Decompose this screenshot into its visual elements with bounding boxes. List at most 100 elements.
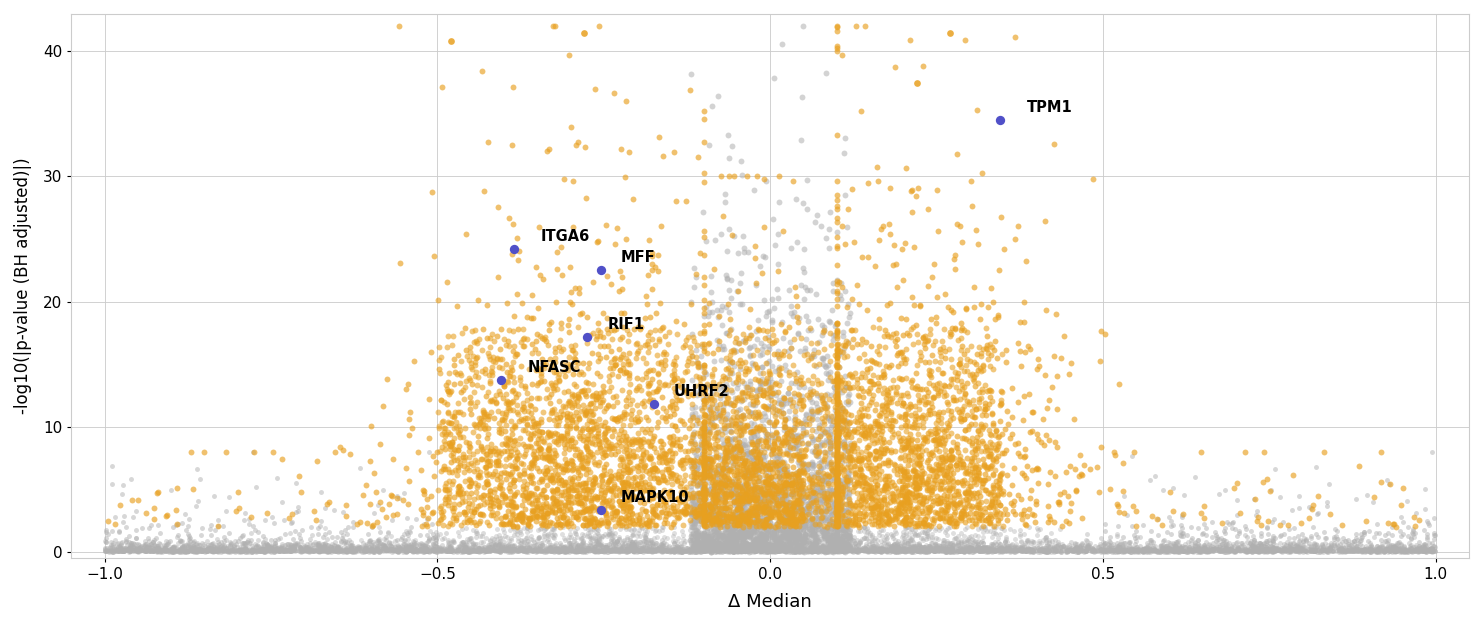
Point — [758, 539, 782, 549]
Point — [722, 406, 746, 416]
Point — [641, 466, 664, 476]
Point — [825, 227, 848, 237]
Point — [863, 454, 887, 464]
Point — [1259, 541, 1283, 551]
Point — [755, 531, 779, 541]
Point — [1372, 547, 1396, 557]
Point — [1249, 531, 1272, 541]
Point — [575, 484, 599, 494]
Point — [899, 527, 922, 537]
Point — [825, 514, 848, 524]
Point — [814, 476, 838, 486]
Point — [693, 459, 716, 469]
Point — [641, 541, 664, 551]
Point — [744, 445, 768, 455]
Point — [190, 538, 214, 548]
Point — [790, 198, 814, 208]
Point — [1277, 520, 1301, 530]
Point — [811, 526, 835, 536]
Point — [673, 446, 697, 456]
Point — [770, 514, 793, 524]
Point — [955, 463, 979, 473]
Point — [698, 535, 722, 545]
Point — [985, 452, 1008, 462]
Point — [983, 536, 1007, 546]
Point — [801, 528, 825, 538]
Point — [832, 486, 856, 496]
Point — [706, 508, 730, 518]
Point — [785, 518, 808, 528]
Point — [706, 469, 730, 479]
Point — [836, 514, 860, 524]
Point — [611, 272, 635, 282]
Point — [439, 546, 463, 556]
Point — [1256, 529, 1280, 539]
Point — [736, 382, 759, 392]
Point — [779, 517, 802, 527]
Point — [982, 480, 1005, 490]
Point — [153, 543, 176, 553]
Point — [607, 534, 630, 544]
Point — [739, 507, 762, 517]
Point — [693, 546, 716, 556]
Point — [577, 528, 601, 538]
Point — [755, 506, 779, 516]
Point — [721, 452, 744, 462]
Point — [522, 537, 546, 547]
Point — [1413, 546, 1437, 556]
Point — [1155, 547, 1179, 557]
Point — [721, 477, 744, 487]
Point — [744, 546, 768, 556]
Point — [835, 336, 859, 346]
Point — [621, 546, 645, 556]
Point — [727, 528, 750, 538]
Point — [687, 546, 710, 556]
Point — [479, 444, 503, 454]
Point — [368, 541, 392, 551]
Point — [842, 440, 866, 450]
Point — [737, 521, 761, 531]
Point — [368, 498, 392, 508]
Point — [661, 405, 685, 415]
Point — [949, 376, 973, 386]
Point — [789, 391, 813, 401]
Point — [612, 409, 636, 419]
Point — [747, 449, 771, 459]
Point — [859, 422, 882, 432]
Point — [755, 543, 779, 553]
Point — [997, 544, 1020, 554]
Point — [215, 543, 239, 553]
Point — [644, 546, 667, 556]
Point — [979, 442, 1003, 452]
Point — [655, 339, 679, 349]
Point — [329, 536, 353, 546]
Point — [602, 544, 626, 554]
Point — [537, 531, 561, 541]
Point — [1037, 537, 1060, 547]
Point — [807, 528, 830, 538]
Point — [756, 377, 780, 387]
Point — [724, 456, 747, 466]
Point — [1241, 531, 1265, 541]
Point — [160, 547, 184, 557]
Point — [1194, 545, 1218, 555]
Point — [825, 493, 848, 503]
Point — [1336, 543, 1360, 553]
Point — [1265, 541, 1289, 551]
Point — [759, 338, 783, 348]
Point — [836, 299, 860, 309]
Point — [765, 496, 789, 506]
Point — [825, 528, 848, 538]
Point — [558, 538, 581, 548]
Point — [694, 544, 718, 554]
Point — [483, 541, 507, 551]
Point — [587, 439, 611, 449]
Point — [268, 546, 292, 556]
Point — [825, 419, 848, 429]
Point — [945, 532, 968, 542]
Point — [553, 543, 577, 553]
Point — [538, 517, 562, 527]
Point — [715, 269, 739, 279]
Point — [884, 389, 908, 399]
Point — [817, 316, 841, 326]
